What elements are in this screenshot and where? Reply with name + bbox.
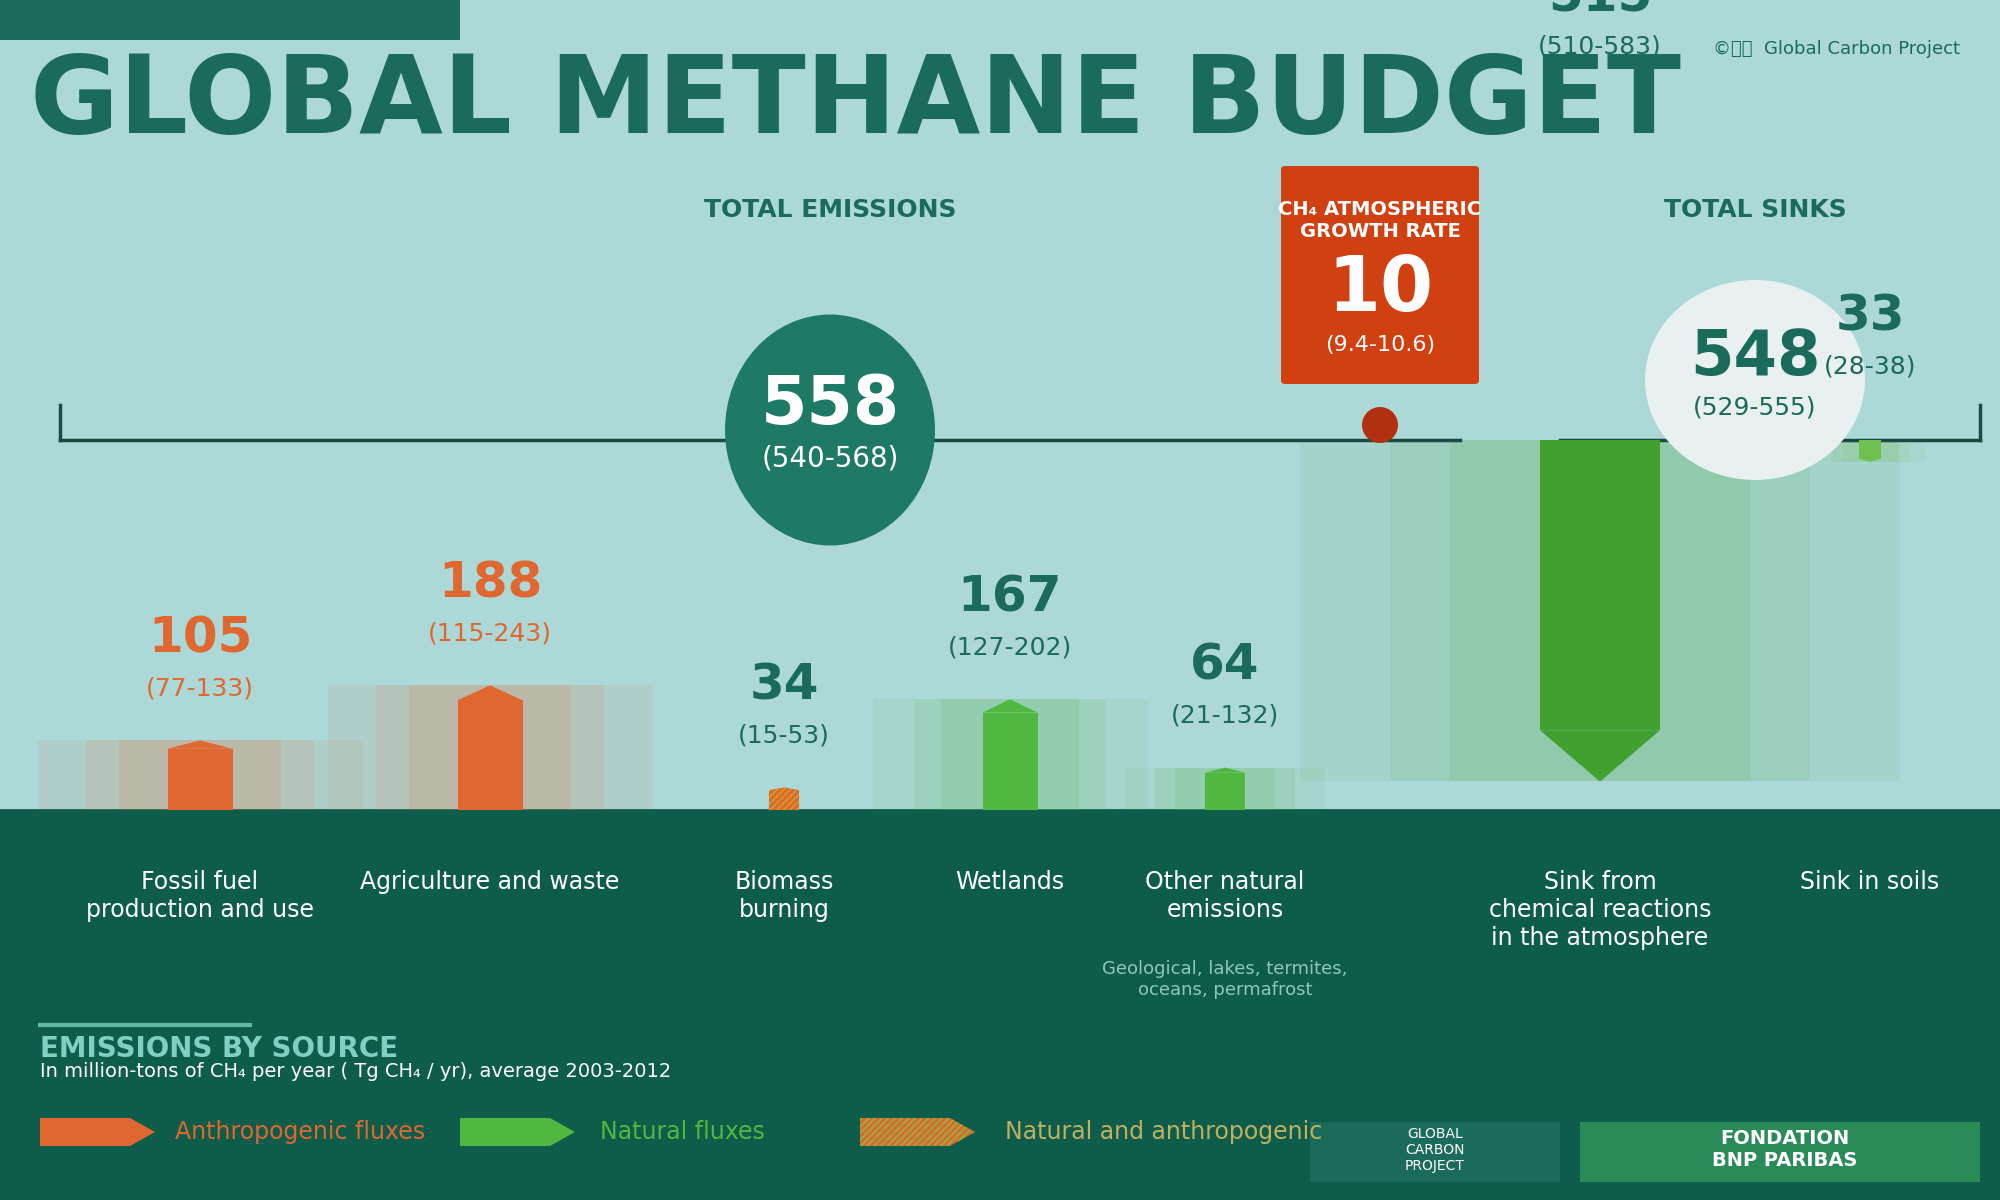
Text: 33: 33 [1836,292,1904,340]
Text: CH₄ ATMOSPHERIC
GROWTH RATE: CH₄ ATMOSPHERIC GROWTH RATE [1278,200,1482,241]
Bar [408,685,572,810]
Text: EMISSIONS BY SOURCE: EMISSIONS BY SOURCE [40,1034,398,1063]
Polygon shape [130,1118,156,1146]
Bar [1156,768,1296,810]
Bar [1450,440,1750,781]
Polygon shape [168,740,232,749]
Text: 548: 548 [1690,328,1820,388]
Text: TOTAL EMISSIONS: TOTAL EMISSIONS [704,198,956,222]
Text: 558: 558 [760,372,900,438]
Bar [768,790,800,810]
Text: (28-38): (28-38) [1824,354,1916,378]
Text: TOTAL SINKS: TOTAL SINKS [1664,198,1846,222]
Bar [0,810,2000,1200]
Text: 515: 515 [1548,0,1652,20]
Text: FONDATION
BNP PARIBAS: FONDATION BNP PARIBAS [1712,1129,1858,1170]
Text: 34: 34 [750,661,818,709]
Text: (510-583): (510-583) [1538,35,1662,59]
Text: 64: 64 [1190,642,1260,690]
Text: Biomass
burning: Biomass burning [734,870,834,922]
Text: In million-tons of CH₄ per year ( Tg CH₄ / yr), average 2003-2012: In million-tons of CH₄ per year ( Tg CH₄… [40,1062,672,1081]
Bar [0,0,460,40]
FancyBboxPatch shape [1280,166,1480,384]
Text: GLOBAL
CARBON
PROJECT: GLOBAL CARBON PROJECT [1406,1127,1464,1174]
Text: GLOBAL METHANE BUDGET: GLOBAL METHANE BUDGET [30,50,1680,156]
Text: (529-555): (529-555) [1694,396,1816,420]
Text: Wetlands: Wetlands [956,870,1064,894]
Bar [1124,768,1324,810]
Text: Agriculture and waste: Agriculture and waste [360,870,620,894]
Text: (21-132): (21-132) [1170,703,1280,727]
Polygon shape [1860,458,1880,462]
Text: Anthropogenic fluxes: Anthropogenic fluxes [176,1120,426,1144]
Polygon shape [768,787,800,790]
Bar [1176,768,1276,810]
Polygon shape [550,1118,576,1146]
Bar [1816,440,1924,462]
Text: 10: 10 [1326,253,1434,326]
Polygon shape [458,685,522,701]
Text: Natural and anthropogenic: Natural and anthropogenic [1006,1120,1322,1144]
Text: (115-243): (115-243) [428,622,552,646]
Bar [86,740,314,810]
Bar [1300,440,1900,781]
Text: Natural fluxes: Natural fluxes [600,1120,764,1144]
Bar [458,701,522,810]
Bar [376,685,604,810]
Bar [1860,440,1880,458]
Bar [1540,440,1660,731]
Bar [1580,1122,1980,1182]
Bar [168,749,232,810]
Text: ©ⓘ⓪  Global Carbon Project: ©ⓘ⓪ Global Carbon Project [1712,40,1960,58]
Ellipse shape [724,314,936,546]
Text: 105: 105 [148,614,252,662]
Polygon shape [982,700,1038,713]
Polygon shape [1540,731,1660,781]
Bar [1390,440,1810,781]
Bar [914,700,1106,810]
Bar [38,740,362,810]
Polygon shape [950,1118,976,1146]
Bar [1842,440,1898,462]
Bar [1204,773,1244,810]
Text: (127-202): (127-202) [948,635,1072,659]
Ellipse shape [1644,280,1864,480]
Text: 188: 188 [438,559,542,607]
Text: 167: 167 [958,574,1062,622]
Bar [118,740,282,810]
Text: Sink in soils: Sink in soils [1800,870,1940,894]
Text: Geological, lakes, termites,
oceans, permafrost: Geological, lakes, termites, oceans, per… [1102,960,1348,998]
Bar [860,1118,950,1146]
Circle shape [1362,407,1398,443]
Bar [460,1118,550,1146]
Bar [1832,440,1908,462]
Text: (15-53): (15-53) [738,724,830,748]
Text: (77-133): (77-133) [146,677,254,701]
Text: Other natural
emissions: Other natural emissions [1146,870,1304,922]
Bar [942,700,1078,810]
Text: Fossil fuel
production and use: Fossil fuel production and use [86,870,314,922]
Bar [1310,1122,1560,1182]
Text: (540-568): (540-568) [762,444,898,472]
Bar [860,1118,950,1146]
Text: Sink from
chemical reactions
in the atmosphere: Sink from chemical reactions in the atmo… [1488,870,1712,949]
Polygon shape [1204,768,1244,773]
Bar [768,790,800,810]
Bar [982,713,1038,810]
Text: (9.4-10.6): (9.4-10.6) [1324,335,1436,355]
Bar [40,1118,130,1146]
Bar [872,700,1148,810]
Bar [328,685,652,810]
